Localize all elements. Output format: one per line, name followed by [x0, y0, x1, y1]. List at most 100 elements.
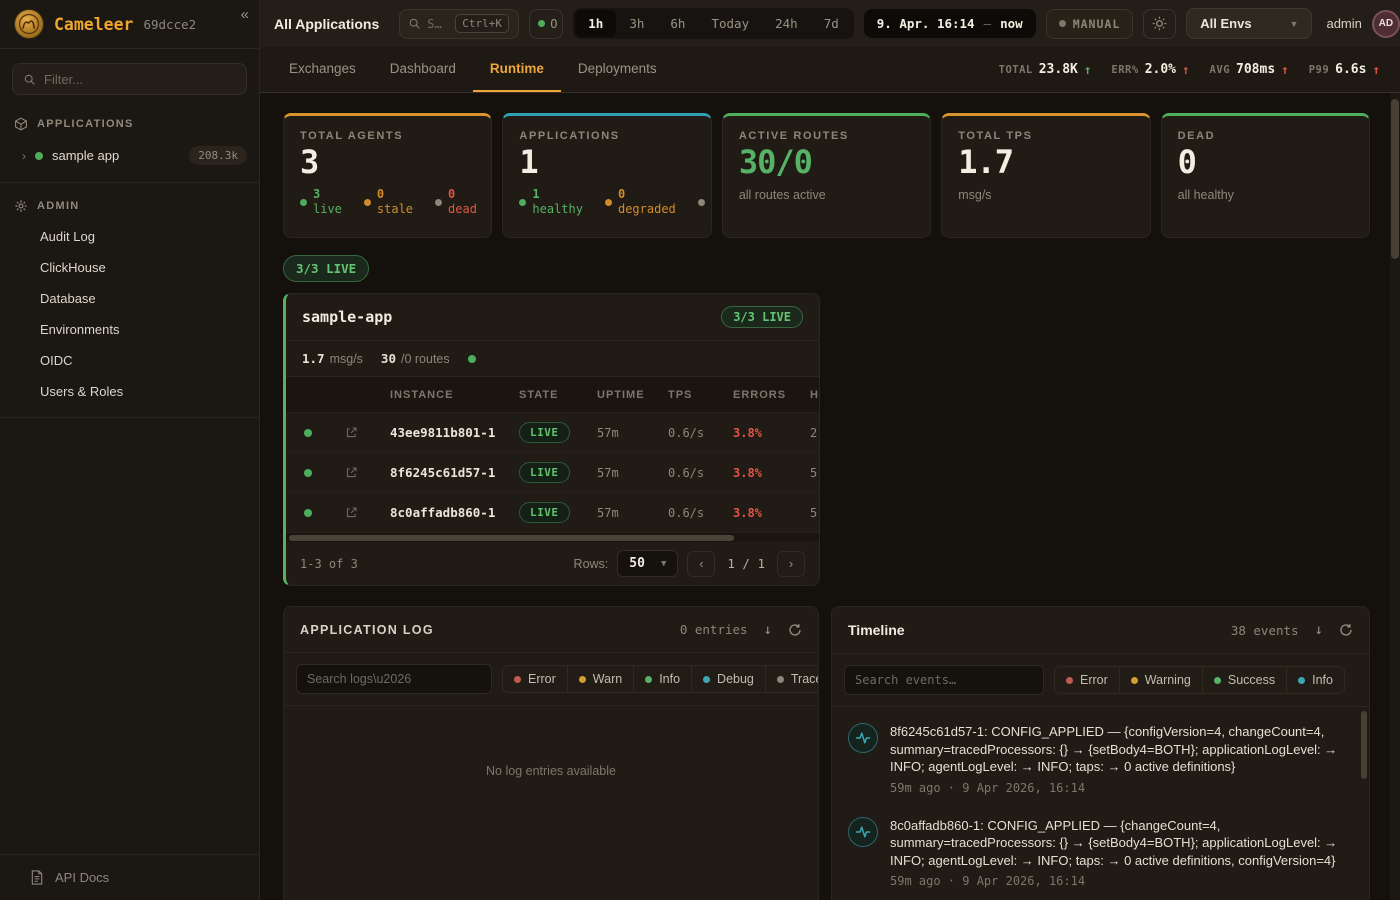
- event-message: 8f6245c61d57-1: CONFIG_APPLIED — {config…: [890, 724, 1338, 775]
- timeline-event[interactable]: 8c0affadb860-1: CONFIG_APPLIED — {change…: [832, 806, 1369, 900]
- status-dot: [35, 151, 43, 160]
- sidebar-item-clickhouse[interactable]: ClickHouse: [40, 260, 106, 275]
- avatar[interactable]: AD: [1371, 9, 1400, 38]
- substat-dot: [697, 198, 705, 206]
- card-value: 1: [519, 143, 538, 181]
- tab-exchanges[interactable]: Exchanges: [289, 61, 356, 76]
- build-hash: 69dcce2: [143, 16, 197, 32]
- refresh-icon[interactable]: [788, 623, 802, 637]
- tab-runtime[interactable]: Runtime: [472, 47, 561, 92]
- substat-healthy: 1 healthy: [519, 187, 583, 218]
- horizontal-scrollbar[interactable]: [286, 532, 819, 542]
- filter-label: Error: [528, 672, 556, 686]
- gear-icon: [14, 199, 28, 213]
- live-status-button[interactable]: O: [529, 8, 564, 39]
- external-link-icon[interactable]: [330, 466, 372, 479]
- warning-dot: [1130, 676, 1138, 684]
- tab-deployments[interactable]: Deployments: [577, 61, 657, 76]
- range-3h[interactable]: 3h: [629, 16, 645, 31]
- chevron-right-icon[interactable]: ›: [22, 148, 26, 163]
- uptime-cell: 57m: [597, 425, 619, 440]
- refresh-icon[interactable]: [1339, 623, 1353, 637]
- collapse-sidebar-icon[interactable]: «: [240, 6, 249, 23]
- sidebar: Cameleer 69dcce2 « APPLICATIONS › sample…: [0, 0, 260, 900]
- timeline-search-input[interactable]: [855, 673, 1033, 687]
- api-docs-link[interactable]: API Docs: [0, 854, 259, 900]
- filter-trace[interactable]: Trace: [764, 665, 818, 693]
- log-search[interactable]: [296, 664, 492, 694]
- sidebar-item-sample-app[interactable]: › sample app 208.3k: [0, 139, 259, 172]
- main-content: TOTAL AGENTS 3 3 live 0 stale 0 dead APPLIC…: [260, 93, 1390, 900]
- prev-page-button[interactable]: ‹: [687, 550, 716, 577]
- sidebar-item-environments[interactable]: Environments: [40, 322, 120, 337]
- timeline-scrollbar-thumb[interactable]: [1361, 711, 1367, 779]
- download-icon[interactable]: ↓: [763, 621, 772, 638]
- sidebar-item-audit-log[interactable]: Audit Log: [40, 229, 95, 244]
- filter-label: Success: [1227, 673, 1276, 687]
- filter-warn[interactable]: Warn: [566, 665, 635, 693]
- environment-select[interactable]: All Envs ▼: [1186, 8, 1313, 39]
- sidebar-filter[interactable]: [12, 63, 247, 95]
- application-name: sample-app: [302, 308, 393, 326]
- external-link-icon[interactable]: [330, 426, 372, 439]
- horizontal-scrollbar-thumb[interactable]: [289, 535, 734, 541]
- sidebar-filter-input[interactable]: [44, 71, 236, 87]
- timeline-search[interactable]: [844, 665, 1044, 695]
- range-24h[interactable]: 24h: [775, 16, 798, 31]
- applications-section-header: APPLICATIONS: [0, 101, 259, 139]
- filter-info[interactable]: Info: [1286, 666, 1345, 694]
- sidebar-item-oidc[interactable]: OIDC: [40, 353, 73, 368]
- stat-value: 2.0%: [1144, 62, 1177, 77]
- substat-num: 0: [617, 186, 626, 201]
- external-link-icon[interactable]: [330, 506, 372, 519]
- download-icon[interactable]: ↓: [1314, 622, 1323, 638]
- theme-toggle-button[interactable]: [1143, 8, 1177, 39]
- range-7d[interactable]: 7d: [823, 16, 839, 31]
- log-search-input[interactable]: [307, 672, 481, 686]
- timeline-event[interactable]: 8f6245c61d57-1: CONFIG_APPLIED — {config…: [832, 712, 1369, 806]
- trace-dot: [776, 675, 784, 683]
- range-today[interactable]: Today: [711, 16, 750, 31]
- status-dot: [467, 354, 476, 363]
- filter-warning[interactable]: Warning: [1118, 666, 1203, 694]
- filter-success[interactable]: Success: [1201, 666, 1288, 694]
- range-1h[interactable]: 1h: [575, 10, 617, 37]
- filter-label: Warning: [1144, 673, 1191, 687]
- date-range-display[interactable]: 9. Apr. 16:14 — now: [863, 9, 1036, 38]
- heap-cell: 5: [810, 465, 818, 480]
- sidebar-item-users-roles[interactable]: Users & Roles: [40, 384, 124, 399]
- filter-error[interactable]: Error: [1054, 666, 1120, 694]
- global-search[interactable]: Ctrl+K: [399, 8, 520, 39]
- tps-cell: 0.6/s: [668, 465, 705, 480]
- table-row[interactable]: 8c0affadb860-1 LIVE 57m 0.6/s 3.8% 5: [286, 492, 819, 532]
- status-dot: [304, 468, 312, 477]
- tab-dashboard[interactable]: Dashboard: [389, 61, 456, 76]
- filter-debug[interactable]: Debug: [691, 665, 766, 693]
- table-row[interactable]: 8f6245c61d57-1 LIVE 57m 0.6/s 3.8% 5: [286, 452, 819, 492]
- card-label: ACTIVE ROUTES: [738, 130, 849, 142]
- next-page-button[interactable]: ›: [777, 550, 805, 577]
- global-search-input[interactable]: [427, 16, 450, 31]
- range-6h[interactable]: 6h: [670, 16, 686, 31]
- substat-dead: 0 dead: [435, 187, 477, 218]
- filter-label: Trace: [790, 672, 818, 686]
- table-row[interactable]: 43ee9811b801-1 LIVE 57m 0.6/s 3.8% 2: [286, 412, 819, 452]
- filter-error[interactable]: Error: [502, 665, 568, 693]
- substat-label: stale: [376, 202, 414, 217]
- manual-refresh-button[interactable]: MANUAL: [1045, 8, 1134, 39]
- card-active-routes: ACTIVE ROUTES 30/0 all routes active: [721, 113, 932, 238]
- vertical-scrollbar[interactable]: [1390, 93, 1400, 900]
- application-panel-header: sample-app 3/3 LIVE: [286, 294, 819, 340]
- rows-per-page-select[interactable]: 50 ▼: [617, 550, 679, 577]
- errors-cell: 3.8%: [733, 505, 762, 520]
- filter-info[interactable]: Info: [633, 665, 693, 693]
- substat-num: 0: [448, 186, 456, 201]
- activity-icon: [848, 723, 878, 753]
- vertical-scrollbar-thumb[interactable]: [1391, 99, 1399, 259]
- heap-cell: 2: [810, 425, 818, 440]
- sidebar-item-database[interactable]: Database: [40, 291, 96, 306]
- substat-num: 3: [313, 186, 321, 201]
- card-label: TOTAL TPS: [958, 130, 1033, 142]
- card-subtitle: all healthy: [1177, 187, 1234, 202]
